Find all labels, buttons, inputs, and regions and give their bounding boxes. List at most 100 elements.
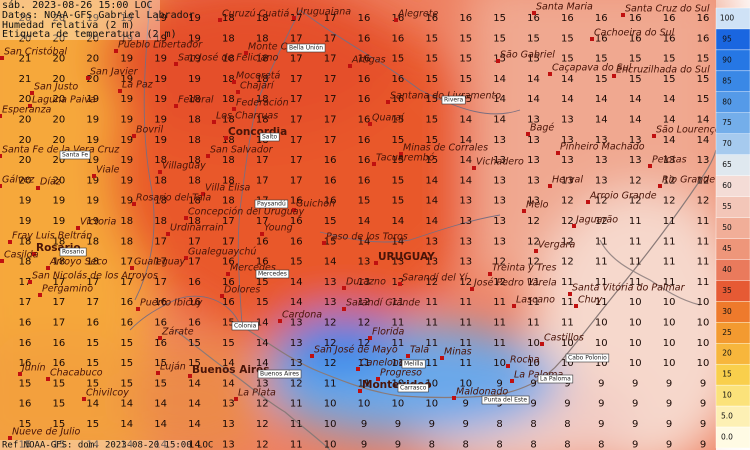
temperature-label: 11: [663, 257, 676, 268]
temperature-label: 17: [86, 277, 99, 288]
temperature-label: 15: [392, 196, 405, 207]
place-name: Bagé: [530, 123, 554, 134]
colorbar-label: 10: [722, 391, 732, 400]
temperature-label: 11: [595, 236, 608, 247]
colorbar-label: 0.0: [721, 433, 733, 442]
temperature-label: 16: [188, 318, 201, 329]
temperature-label: 15: [392, 155, 405, 166]
place-name: Urdinarrain: [170, 223, 224, 234]
city-marker: [18, 372, 22, 376]
station-labels: Bella Unión Rivera Salto Santa Fe Paysandú Ro…: [59, 43, 610, 405]
city-marker: [574, 304, 578, 308]
temperature-label: 15: [425, 33, 438, 44]
city-marker: [114, 49, 118, 53]
temperature-label: 8: [496, 419, 502, 430]
temperature-label: 16: [561, 13, 574, 24]
temperature-label: 14: [459, 175, 472, 186]
temperature-label: 10: [561, 338, 574, 349]
place-name: Canelones: [360, 358, 410, 369]
temperature-label: 14: [425, 175, 438, 186]
temperature-label: 13: [527, 155, 540, 166]
temperature-label: 18: [188, 175, 201, 186]
temperature-label: 12: [697, 175, 710, 186]
temperature-label: 15: [53, 439, 66, 450]
temperature-label: 9: [666, 378, 672, 389]
temperature-label: 11: [392, 358, 405, 369]
station-label: Mercedes: [258, 271, 287, 278]
temperature-label: 15: [392, 115, 405, 126]
temperature-label: 19: [120, 135, 133, 146]
temperature-label: 15: [256, 297, 269, 308]
temperature-label: 11: [459, 318, 472, 329]
temperature-label: 13: [222, 439, 235, 450]
station-box: [257, 369, 302, 379]
city-marker: [406, 354, 410, 358]
temperature-label: 19: [120, 196, 133, 207]
temperature-label: 14: [561, 74, 574, 85]
temperature-label: 14: [527, 74, 540, 85]
place-name: José Pedro Varela: [472, 278, 557, 289]
temperature-label: 11: [290, 399, 303, 410]
temperature-label: 13: [222, 419, 235, 430]
place-name: San Nicolás de los Arroyos: [32, 271, 158, 282]
temperature-label: 18: [222, 33, 235, 44]
header-line: Humedad relativa (2 m): [2, 20, 134, 31]
temperature-label: 11: [697, 277, 710, 288]
temperature-label: 13: [392, 257, 405, 268]
colorbar-label: 15: [722, 370, 732, 379]
place-name: Nueve de Julio: [12, 427, 80, 438]
header-line: Datos: NOAA-GFS Gabriel Labrador: [2, 10, 195, 21]
temperature-label: 12: [358, 338, 371, 349]
temperature-label: 16: [392, 33, 405, 44]
place-name: Encruzilhada do Sul: [616, 65, 710, 76]
temperature-label: 16: [53, 358, 66, 369]
place-name: Victoria: [80, 217, 116, 228]
temperature-label: 18: [53, 257, 66, 268]
temperature-label: 10: [663, 358, 676, 369]
temperature-label: 17: [19, 297, 32, 308]
city-marker: [224, 136, 228, 140]
temperature-label: 19: [188, 13, 201, 24]
temperature-label: 16: [697, 13, 710, 24]
temperature-label: 20: [53, 115, 66, 126]
temperature-label: 20: [53, 54, 66, 65]
temperature-label: 11: [459, 297, 472, 308]
station-box: [255, 269, 290, 279]
temperature-label: 16: [663, 33, 676, 44]
temperature-label: 18: [188, 216, 201, 227]
city-marker: [368, 336, 372, 340]
temperature-label: 10: [629, 358, 642, 369]
city-marker: [342, 307, 346, 311]
colorbar-cell: [715, 196, 750, 218]
temperature-label: 14: [120, 439, 133, 450]
temperature-label: 17: [324, 135, 337, 146]
station-label: Salto: [262, 134, 278, 141]
temperature-label: 16: [222, 277, 235, 288]
temperature-label: 19: [53, 196, 66, 207]
place-name: Mocoretá: [236, 71, 281, 82]
place-name: Castillos: [544, 333, 584, 344]
temperature-label: 11: [425, 338, 438, 349]
city-marker: [556, 151, 560, 155]
temperature-label: 20: [53, 13, 66, 24]
temperature-label: 19: [154, 33, 167, 44]
temperature-label: 12: [324, 318, 337, 329]
city-marker: [548, 184, 552, 188]
temperature-label: 11: [493, 297, 506, 308]
place-name: Villa Elisa: [205, 183, 250, 194]
temperature-label: 16: [697, 33, 710, 44]
temperature-label: 10: [629, 318, 642, 329]
temperature-label: 18: [222, 155, 235, 166]
city-marker: [0, 56, 4, 60]
place-name: Buenos Aires: [192, 364, 269, 376]
city-marker: [510, 379, 514, 383]
temperature-label: 15: [188, 338, 201, 349]
temperature-label: 19: [19, 216, 32, 227]
place-name: Villaguay: [162, 161, 206, 172]
temperature-label: 20: [53, 155, 66, 166]
temperature-label: 13: [697, 155, 710, 166]
city-marker: [532, 11, 536, 15]
colorbar-label: 90: [722, 55, 732, 64]
temperature-label: 11: [459, 358, 472, 369]
